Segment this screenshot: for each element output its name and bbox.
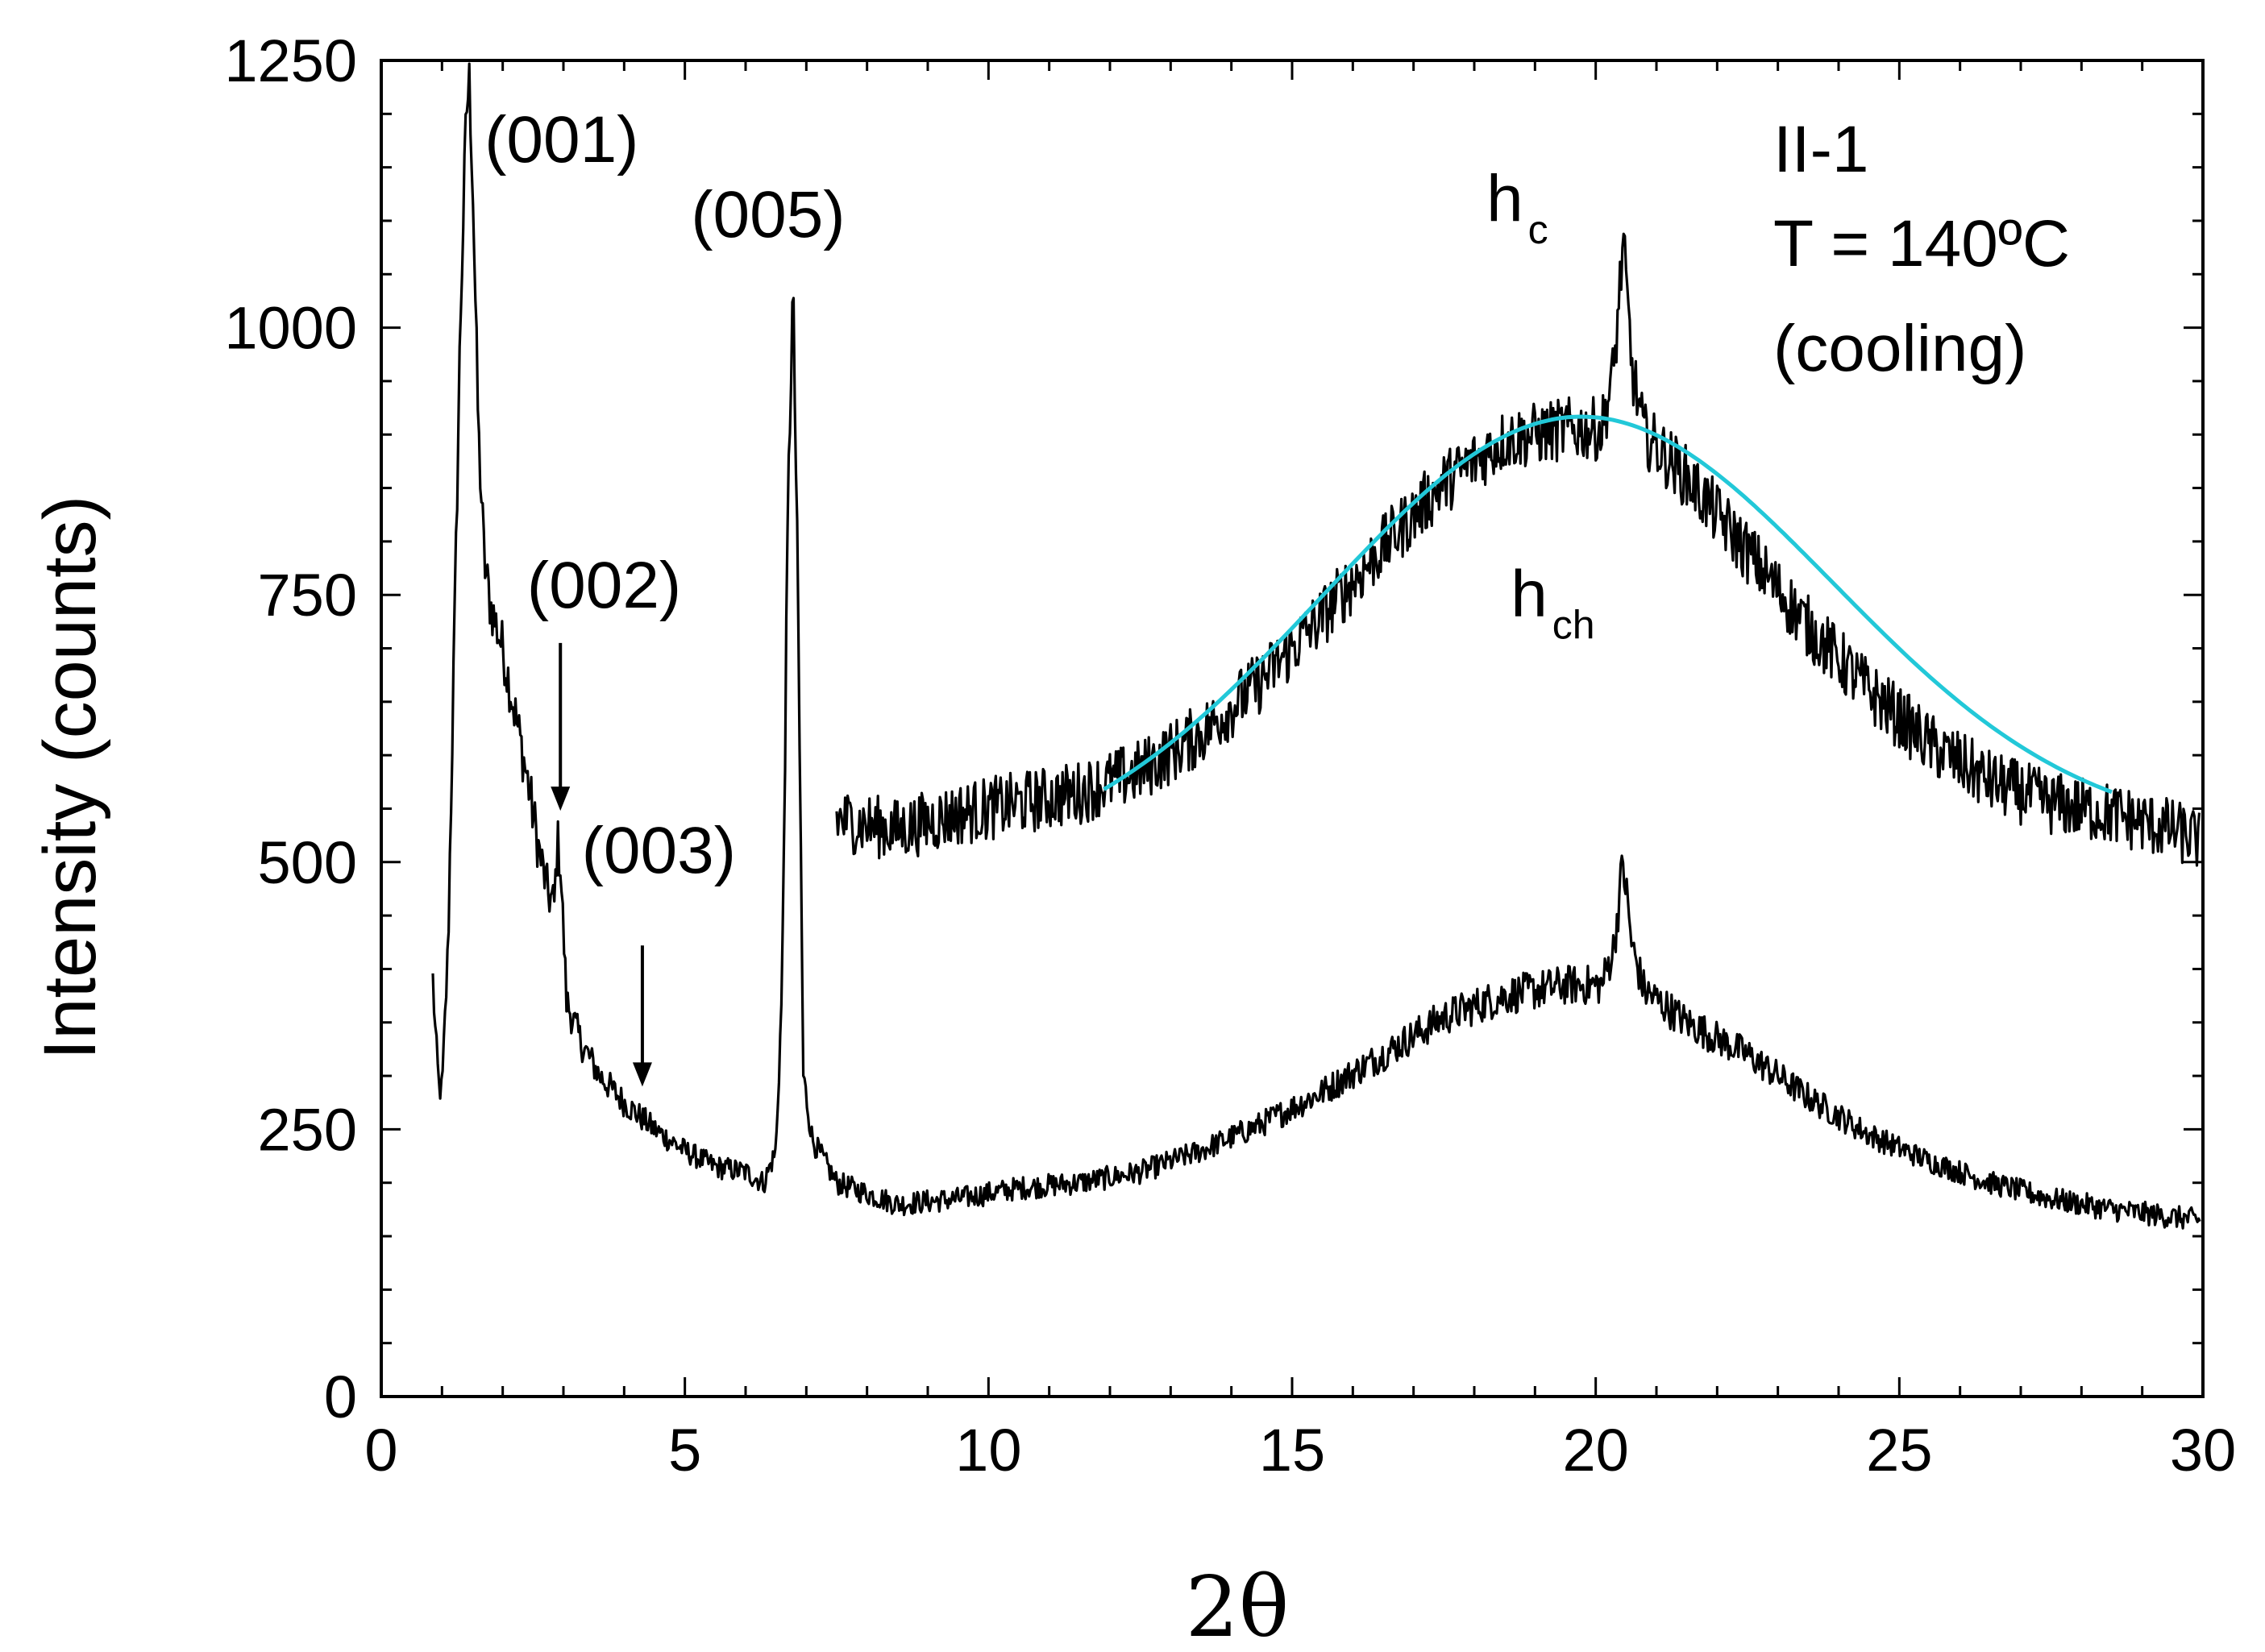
fit-curve xyxy=(1103,414,2113,795)
peak-label: (005) xyxy=(691,178,845,251)
x-tick-label: 15 xyxy=(1259,1417,1325,1484)
peak-label-subscript: ch xyxy=(1552,603,1595,648)
peak-label: h ch xyxy=(1511,558,1594,648)
data-series xyxy=(431,62,2201,1230)
y-tick-label: 1000 xyxy=(224,295,357,362)
x-tick-label: 30 xyxy=(2170,1417,2236,1484)
y-tick-label: 500 xyxy=(258,829,357,896)
arrow-head xyxy=(551,787,571,811)
y-tick-label: 0 xyxy=(324,1364,357,1430)
peak-arrows xyxy=(551,642,652,1087)
y-tick-label: 250 xyxy=(258,1096,357,1163)
peak-label: (002) xyxy=(527,549,681,622)
x-axis-title: 2θ xyxy=(1186,1558,1290,1652)
x-tick-label: 20 xyxy=(1563,1417,1629,1484)
peak-label-subscript: c xyxy=(1528,207,1548,252)
condition-label: T = 140ºC xyxy=(1773,207,2070,280)
offset-pattern-line xyxy=(835,232,2201,867)
axis-ticks xyxy=(380,59,2205,1398)
sample-label: II-1 xyxy=(1773,113,1868,186)
process-label: (cooling) xyxy=(1773,312,2026,385)
x-tick-labels: 0 5 10 15 20 25 30 xyxy=(364,1417,2236,1484)
arrow-head xyxy=(632,1062,652,1087)
y-axis-title: Intensity (counts) xyxy=(29,496,111,1061)
y-tick-label: 750 xyxy=(258,562,357,629)
peak-label: (001) xyxy=(484,103,638,176)
raw-pattern-line xyxy=(431,62,2201,1230)
x-tick-label: 0 xyxy=(364,1417,397,1484)
x-tick-label: 10 xyxy=(955,1417,1021,1484)
peak-label: (003) xyxy=(582,814,736,887)
x-tick-label: 25 xyxy=(1866,1417,1932,1484)
x-tick-label: 5 xyxy=(668,1417,701,1484)
y-tick-label: 1250 xyxy=(224,27,357,94)
y-tick-labels: 0 250 500 750 1000 1250 xyxy=(224,27,357,1430)
peak-annotations: (001)(002)(003)(005) h ch ch xyxy=(484,103,1595,887)
